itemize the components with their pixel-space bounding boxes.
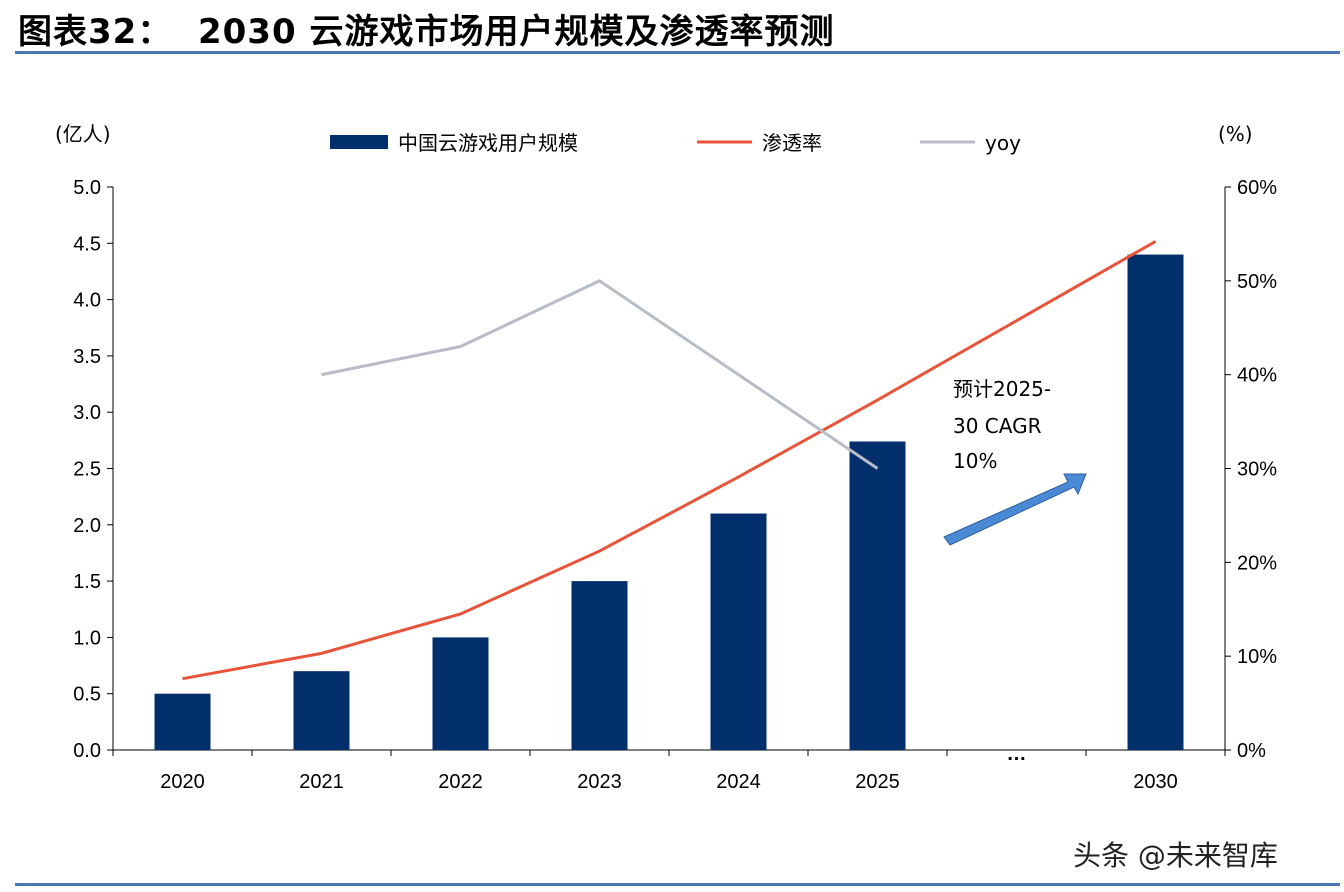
- right-tick-label: 10%: [1237, 646, 1277, 668]
- left-tick-label: 2.5: [73, 459, 101, 481]
- left-tick-label: 4.0: [73, 290, 101, 312]
- bar-2021: [293, 671, 350, 750]
- left-tick-label: 4.5: [73, 233, 101, 255]
- title-divider: [15, 51, 1340, 54]
- annotation-line1: 预计2025-: [953, 377, 1051, 401]
- legend-label-penetration: 渗透率: [762, 131, 822, 155]
- x-tick-label: 2022: [438, 771, 483, 793]
- yoy-line: [321, 279, 879, 470]
- right-tick-label: 20%: [1237, 552, 1277, 574]
- left-tick-label: 0.5: [73, 684, 101, 706]
- penetration-line: [182, 240, 1157, 681]
- x-tick-label: 2030: [1133, 771, 1178, 793]
- chart-title: 图表32： 2030 云游戏市场用户规模及渗透率预测: [18, 12, 835, 52]
- watermark: 头条 @未来智库: [1073, 839, 1278, 872]
- right-tick-label: 40%: [1237, 365, 1277, 387]
- left-tick-label: 3.5: [73, 346, 101, 368]
- left-tick-label: 5.0: [73, 177, 101, 199]
- left-tick-label: 0.0: [73, 740, 101, 762]
- cagr-annotation: 预计2025- 30 CAGR 10%: [943, 377, 1087, 546]
- x-tick-label: 2024: [716, 771, 761, 793]
- arrow-icon: [943, 473, 1087, 546]
- right-tick-label: 30%: [1237, 459, 1277, 481]
- left-tick-label: 3.0: [73, 402, 101, 424]
- x-tick-label: 2023: [577, 771, 622, 793]
- bar-2022: [432, 637, 489, 750]
- legend-label-yoy: yoy: [985, 131, 1021, 155]
- bar-2025: [849, 441, 906, 750]
- right-tick-label: 50%: [1237, 271, 1277, 293]
- annotation-line2: 30 CAGR: [953, 414, 1042, 438]
- x-tick-label: 2025: [855, 771, 900, 793]
- bar-2024: [710, 513, 767, 750]
- legend-label-users: 中国云游戏用户规模: [398, 131, 578, 155]
- bar-2023: [571, 581, 628, 750]
- right-tick-label: 0%: [1237, 740, 1266, 762]
- bar-2020: [154, 693, 211, 750]
- bar-2030: [1127, 254, 1184, 750]
- right-tick-label: 60%: [1237, 177, 1277, 199]
- right-axis-label: (%): [1218, 122, 1253, 146]
- left-tick-label: 1.5: [73, 571, 101, 593]
- legend: 中国云游戏用户规模 渗透率 yoy: [330, 131, 1021, 155]
- bottom-divider: [15, 883, 1340, 886]
- left-tick-label: 2.0: [73, 515, 101, 537]
- left-axis-label: (亿人): [55, 122, 111, 146]
- left-tick-label: 1.0: [73, 627, 101, 649]
- x-tick-label: 2020: [160, 771, 205, 793]
- legend-swatch-bar: [330, 135, 388, 149]
- annotation-line3: 10%: [953, 449, 997, 473]
- x-tick-label: …: [1007, 743, 1027, 765]
- x-tick-label: 2021: [299, 771, 344, 793]
